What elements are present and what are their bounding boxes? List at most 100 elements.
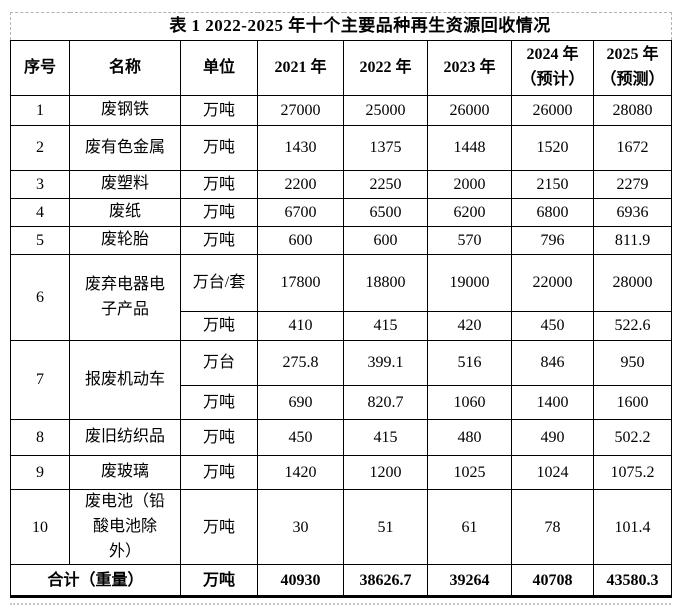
value-cell: 420 [427,311,512,341]
table-row: 10 废电池（铅 酸电池除 外） 万吨 30 51 61 78 101.4 [10,488,673,566]
value-cell: 2250 [343,170,428,199]
value-cell: 61 [427,488,512,566]
table-row: 万吨 410 415 420 450 522.6 [11,311,673,341]
unit-cell: 万吨 [180,226,258,255]
name-cell: 废弃电器电 子产品 [69,254,181,341]
row-number-cell: 3 [10,170,70,199]
value-cell: 101.4 [592,488,673,566]
value-cell: 275.8 [257,340,344,386]
value-cell: 1400 [511,385,594,420]
row-number-cell: 9 [10,455,70,490]
total-value-cell: 40708 [511,564,594,599]
value-cell: 6200 [427,198,512,227]
title-row: 表 1 2022-2025 年十个主要品种再生资源回收情况 [9,12,673,41]
value-cell: 6936 [592,198,673,227]
row-number-cell: 7 [10,340,70,420]
row-number-cell: 6 [10,254,70,341]
name-cell: 废纸 [69,198,181,227]
table-row: 2 废有色金属 万吨 1430 1375 1448 1520 1672 [10,125,673,171]
value-cell: 26000 [511,95,594,126]
value-cell: 2200 [257,170,344,199]
table-row: 7 报废机动车 万台 275.8 399.1 516 846 950 [10,340,673,420]
column-header: 2023 年 [427,40,512,96]
name-cell: 报废机动车 [69,340,181,420]
value-cell: 502.2 [592,419,673,456]
value-cell: 28080 [592,95,673,126]
value-cell: 78 [511,488,594,566]
value-cell: 1024 [511,455,594,490]
table-row: 3 废塑料 万吨 2200 2250 2000 2150 2279 [10,170,673,199]
unit-cell: 万台/套 [180,254,258,312]
total-value-cell: 38626.7 [343,564,428,599]
row-number-cell: 1 [10,95,70,126]
value-cell: 846 [511,340,594,386]
column-header: 2022 年 [343,40,428,96]
name-cell: 废旧纺织品 [69,419,181,456]
value-cell: 450 [257,419,344,456]
unit-cell: 万吨 [180,385,258,420]
value-cell: 6800 [511,198,594,227]
table-row: 8 废旧纺织品 万吨 450 415 480 490 502.2 [10,419,673,456]
row-number-cell: 2 [10,125,70,171]
table-row: 1 废钢铁 万吨 27000 25000 26000 26000 28080 [10,95,673,126]
name-cell: 废电池（铅 酸电池除 外） [69,488,181,566]
unit-cell: 万吨 [180,95,258,126]
value-cell: 1448 [427,125,512,171]
name-cell: 废有色金属 [69,125,181,171]
value-cell: 17800 [257,254,344,312]
column-header: 2025 年 （预测） [592,40,673,96]
value-cell: 28000 [592,254,673,312]
table-row: 6 废弃电器电 子产品 万台/套 17800 18800 19000 22000 28000 [10,254,673,341]
value-cell: 600 [257,226,344,255]
table-row: 5 废轮胎 万吨 600 600 570 796 811.9 [10,226,673,255]
value-cell: 51 [343,488,428,566]
value-cell: 1375 [343,125,428,171]
table-body: 1 废钢铁 万吨 27000 25000 26000 26000 28080 2 废有色金属 万吨 1… [10,95,673,599]
value-cell: 415 [343,419,428,456]
column-header: 序号 [10,40,70,96]
column-header: 2024 年 （预计） [511,40,594,96]
value-cell: 26000 [427,95,512,126]
unit-cell: 万吨 [180,311,258,341]
name-cell: 废轮胎 [69,226,181,255]
value-cell: 6500 [343,198,428,227]
value-cell: 1060 [427,385,512,420]
table-title: 表 1 2022-2025 年十个主要品种再生资源回收情况 [9,12,673,41]
value-cell: 410 [257,311,344,341]
value-cell: 950 [592,340,673,386]
value-cell: 690 [257,385,344,420]
value-cell: 490 [511,419,594,456]
value-cell: 415 [343,311,428,341]
name-cell: 废钢铁 [69,95,181,126]
value-cell: 1075.2 [592,455,673,490]
total-value-cell: 39264 [427,564,512,599]
value-cell: 1200 [343,455,428,490]
header-row: 序号 名称 单位 2021 年 2022 年 2023 年 2024 年 （预计） 2025 … [10,40,673,96]
value-cell: 2150 [511,170,594,199]
value-cell: 450 [511,311,594,341]
row-number-cell: 8 [10,419,70,456]
column-header: 单位 [180,40,258,96]
value-cell: 2000 [427,170,512,199]
value-cell: 6700 [257,198,344,227]
unit-cell: 万吨 [180,198,258,227]
value-cell: 1420 [257,455,344,490]
total-row: 合计（重量） 万吨 40930 38626.7 39264 40708 43580.3 [10,564,673,599]
value-cell: 820.7 [343,385,428,420]
row-number-cell: 5 [10,226,70,255]
value-cell: 30 [257,488,344,566]
row-number-cell: 4 [10,198,70,227]
unit-cell: 万吨 [180,455,258,490]
unit-cell: 万吨 [180,488,258,566]
value-cell: 570 [427,226,512,255]
total-label-cell: 合计（重量） [10,564,181,599]
table-row: 万吨 690 820.7 1060 1400 1600 [11,385,673,420]
value-cell: 811.9 [592,226,673,255]
value-cell: 27000 [257,95,344,126]
value-cell: 522.6 [592,311,673,341]
value-cell: 1025 [427,455,512,490]
value-cell: 1600 [592,385,673,420]
value-cell: 480 [427,419,512,456]
unit-cell: 万吨 [180,125,258,171]
